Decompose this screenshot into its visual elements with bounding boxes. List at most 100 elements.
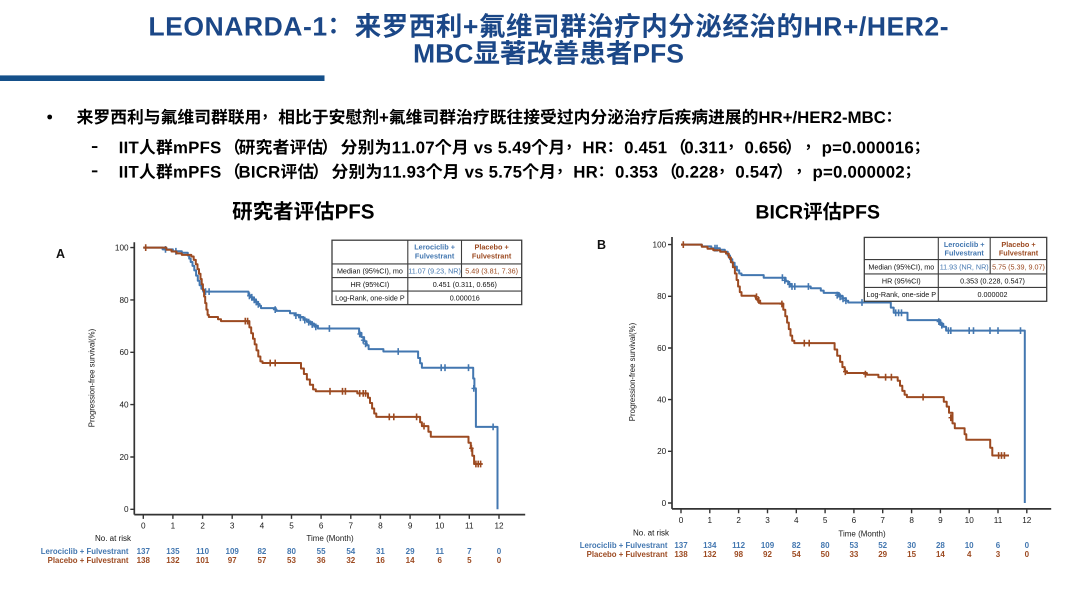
svg-text:54: 54 — [346, 547, 355, 556]
svg-text:50: 50 — [821, 550, 830, 559]
svg-text:80: 80 — [821, 541, 830, 550]
svg-text:138: 138 — [674, 550, 688, 559]
svg-text:9: 9 — [408, 522, 413, 531]
svg-text:100: 100 — [653, 241, 667, 250]
svg-text:No. at risk: No. at risk — [633, 529, 670, 538]
svg-text:29: 29 — [406, 547, 415, 556]
svg-text:0: 0 — [141, 522, 146, 531]
svg-text:54: 54 — [792, 550, 801, 559]
svg-text:0: 0 — [124, 505, 129, 514]
svg-text:Median (95%CI), mo: Median (95%CI), mo — [868, 263, 934, 272]
svg-text:B: B — [597, 238, 606, 252]
svg-text:0.000002: 0.000002 — [978, 290, 1008, 299]
svg-text:Time (Month): Time (Month) — [838, 530, 886, 539]
svg-text:Lerociclib +: Lerociclib + — [944, 240, 985, 249]
svg-text:12: 12 — [494, 522, 504, 531]
svg-text:53: 53 — [287, 556, 296, 565]
svg-text:Placebo +: Placebo + — [1001, 240, 1035, 249]
svg-text:109: 109 — [226, 547, 240, 556]
svg-text:31: 31 — [376, 547, 385, 556]
svg-text:3: 3 — [765, 516, 770, 525]
svg-text:5: 5 — [823, 516, 828, 525]
svg-text:55: 55 — [317, 547, 326, 556]
svg-text:Lerociclib + Fulvestrant: Lerociclib + Fulvestrant — [41, 547, 129, 556]
svg-text:Median (95%CI), mo: Median (95%CI), mo — [337, 267, 403, 276]
svg-text:101: 101 — [196, 556, 210, 565]
svg-text:109: 109 — [761, 541, 775, 550]
svg-text:Lerociclib +: Lerociclib + — [414, 243, 455, 252]
svg-text:3: 3 — [230, 522, 235, 531]
svg-text:20: 20 — [119, 453, 129, 462]
svg-text:Placebo + Fulvestrant: Placebo + Fulvestrant — [48, 556, 129, 565]
svg-text:4: 4 — [260, 522, 265, 531]
svg-text:6: 6 — [319, 522, 324, 531]
svg-text:53: 53 — [849, 541, 858, 550]
svg-text:6: 6 — [437, 556, 442, 565]
svg-text:57: 57 — [257, 556, 266, 565]
svg-text:0: 0 — [679, 516, 684, 525]
svg-text:10: 10 — [965, 516, 975, 525]
svg-text:14: 14 — [936, 550, 945, 559]
svg-text:20: 20 — [657, 447, 667, 456]
svg-text:Progression-free survival(%): Progression-free survival(%) — [88, 328, 97, 427]
svg-text:100: 100 — [115, 244, 129, 253]
svg-text:80: 80 — [657, 292, 667, 301]
svg-text:0: 0 — [1025, 550, 1030, 559]
svg-text:80: 80 — [119, 296, 129, 305]
svg-text:12: 12 — [1022, 516, 1032, 525]
svg-text:11: 11 — [435, 547, 444, 556]
svg-text:A: A — [56, 247, 65, 261]
svg-text:29: 29 — [878, 550, 887, 559]
svg-text:0: 0 — [662, 499, 667, 508]
svg-text:82: 82 — [792, 541, 801, 550]
svg-text:137: 137 — [674, 541, 688, 550]
svg-text:5.75 (5.39, 9.07): 5.75 (5.39, 9.07) — [992, 263, 1045, 272]
svg-text:15: 15 — [907, 550, 916, 559]
svg-text:7: 7 — [880, 516, 885, 525]
svg-text:30: 30 — [907, 541, 916, 550]
svg-text:10: 10 — [965, 541, 974, 550]
svg-text:32: 32 — [346, 556, 355, 565]
svg-text:11: 11 — [465, 522, 474, 531]
svg-text:135: 135 — [166, 547, 180, 556]
svg-text:0.000016: 0.000016 — [450, 294, 480, 303]
svg-text:60: 60 — [119, 348, 129, 357]
svg-text:5: 5 — [467, 556, 472, 565]
svg-text:132: 132 — [166, 556, 180, 565]
svg-text:5.49 (3.81, 7.36): 5.49 (3.81, 7.36) — [465, 267, 518, 276]
svg-text:110: 110 — [196, 547, 209, 556]
svg-text:82: 82 — [257, 547, 266, 556]
svg-text:No. at risk: No. at risk — [95, 534, 132, 543]
svg-text:40: 40 — [657, 396, 667, 405]
svg-text:4: 4 — [967, 550, 972, 559]
svg-text:HR (95%CI): HR (95%CI) — [882, 276, 921, 285]
svg-text:132: 132 — [703, 550, 717, 559]
svg-text:9: 9 — [938, 516, 943, 525]
svg-text:138: 138 — [137, 556, 151, 565]
svg-text:11.93 (NR, NR): 11.93 (NR, NR) — [940, 263, 989, 272]
svg-text:Log-Rank, one-side P: Log-Rank, one-side P — [867, 290, 937, 299]
svg-text:11.07 (9.23, NR): 11.07 (9.23, NR) — [408, 267, 461, 276]
svg-text:112: 112 — [732, 541, 745, 550]
svg-text:28: 28 — [936, 541, 945, 550]
svg-text:4: 4 — [794, 516, 799, 525]
svg-text:Time (Month): Time (Month) — [306, 534, 354, 543]
svg-text:0: 0 — [497, 556, 502, 565]
svg-text:Fulvestrant: Fulvestrant — [415, 252, 455, 261]
svg-text:Log-Rank, one-side P: Log-Rank, one-side P — [335, 294, 405, 303]
svg-text:Placebo + Fulvestrant: Placebo + Fulvestrant — [587, 550, 668, 559]
svg-text:6: 6 — [996, 541, 1001, 550]
svg-text:Progression-free survival(%): Progression-free survival(%) — [628, 322, 637, 421]
svg-text:2: 2 — [200, 522, 205, 531]
svg-text:2: 2 — [736, 516, 741, 525]
svg-text:3: 3 — [996, 550, 1001, 559]
svg-text:137: 137 — [137, 547, 151, 556]
svg-text:7: 7 — [467, 547, 472, 556]
svg-text:1: 1 — [708, 516, 713, 525]
svg-text:36: 36 — [317, 556, 326, 565]
svg-text:Fulvestrant: Fulvestrant — [999, 249, 1039, 258]
svg-text:8: 8 — [378, 522, 383, 531]
svg-text:80: 80 — [287, 547, 296, 556]
svg-text:Placebo +: Placebo + — [474, 243, 508, 252]
svg-text:92: 92 — [763, 550, 772, 559]
